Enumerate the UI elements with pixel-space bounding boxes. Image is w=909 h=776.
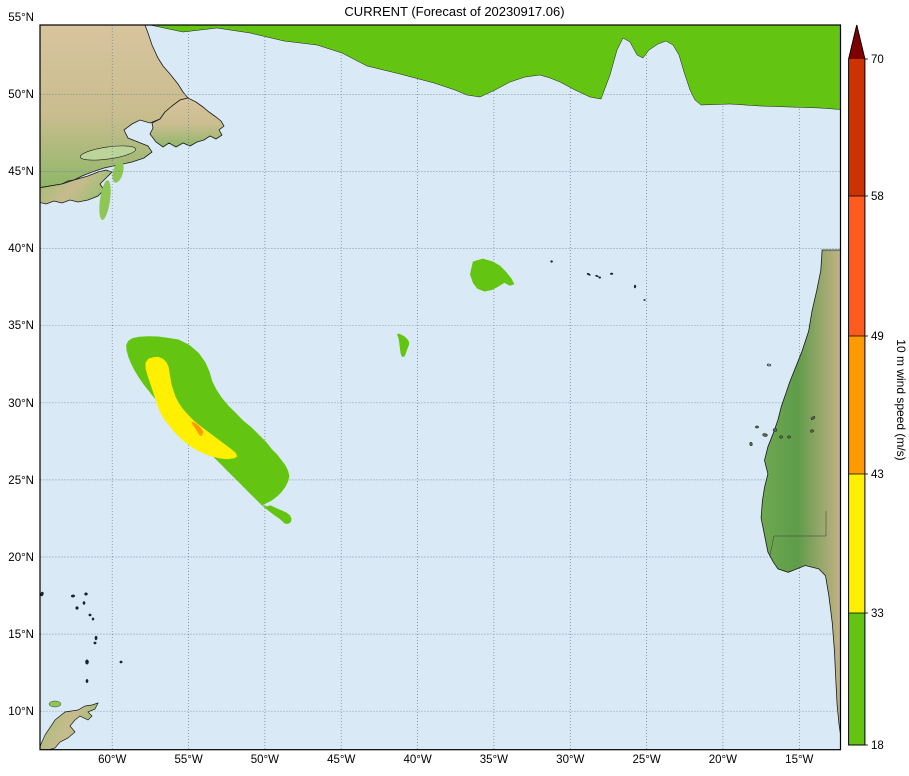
svg-text:20°W: 20°W: [709, 754, 737, 766]
svg-text:50°N: 50°N: [8, 89, 34, 101]
svg-text:58: 58: [871, 191, 884, 203]
svg-text:10°N: 10°N: [8, 706, 34, 718]
svg-text:70: 70: [871, 54, 884, 66]
svg-text:40°W: 40°W: [403, 754, 431, 766]
svg-text:15°W: 15°W: [785, 754, 813, 766]
svg-text:55°W: 55°W: [174, 754, 202, 766]
svg-text:30°N: 30°N: [8, 398, 34, 410]
svg-text:18: 18: [871, 740, 884, 752]
svg-text:15°N: 15°N: [8, 629, 34, 641]
svg-text:10 m wind speed (m/s): 10 m wind speed (m/s): [894, 339, 908, 460]
svg-text:35°N: 35°N: [8, 320, 34, 332]
svg-text:20°N: 20°N: [8, 552, 34, 564]
svg-text:60°W: 60°W: [98, 754, 126, 766]
svg-text:33: 33: [871, 608, 884, 620]
svg-text:25°W: 25°W: [632, 754, 660, 766]
svg-text:25°N: 25°N: [8, 475, 34, 487]
svg-text:43: 43: [871, 469, 884, 481]
svg-text:49: 49: [871, 331, 884, 343]
svg-text:50°W: 50°W: [251, 754, 279, 766]
svg-text:30°W: 30°W: [556, 754, 584, 766]
svg-text:45°W: 45°W: [327, 754, 355, 766]
svg-text:55°N: 55°N: [8, 12, 34, 24]
svg-text:40°N: 40°N: [8, 243, 34, 255]
svg-text:35°W: 35°W: [480, 754, 508, 766]
svg-text:45°N: 45°N: [8, 166, 34, 178]
svg-text:CURRENT (Forecast of 20230917.: CURRENT (Forecast of 20230917.06): [344, 4, 564, 19]
